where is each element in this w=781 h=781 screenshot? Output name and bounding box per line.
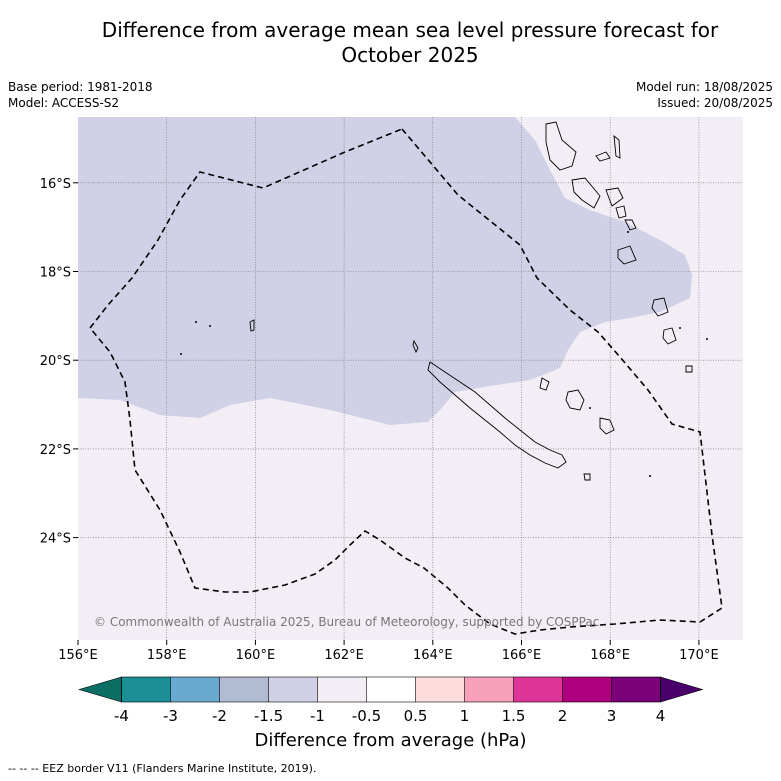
colorbar-segment — [464, 677, 514, 702]
model-run: Model run: 18/08/2025 — [635, 80, 773, 94]
lon-tick-label: 160°E — [236, 648, 276, 663]
colorbar-segment — [366, 677, 416, 702]
negative-anomaly-area — [78, 117, 692, 425]
vanuatu-ambae — [595, 151, 611, 162]
vanuatu-tanna — [662, 327, 677, 345]
small-islets — [180, 231, 708, 477]
graticule — [78, 117, 743, 640]
colorbar-tick-label: 1.5 — [502, 707, 526, 725]
colorbar-tick-label: -1 — [310, 707, 325, 725]
lat-tick-label: 20°S — [40, 354, 71, 369]
map-area: © Commonwealth of Australia 2025, Bureau… — [78, 117, 743, 640]
colorbar-tick-label: -4 — [114, 707, 129, 725]
vanuatu-erromango — [651, 297, 669, 317]
meta-right: Model run: 18/08/2025 Issued: 20/08/2025 — [636, 79, 773, 111]
meta-left: Base period: 1981-2018 Model: ACCESS-S2 — [8, 79, 153, 111]
lon-tick-label: 162°E — [324, 648, 364, 663]
colorbar-tick-label: -1.5 — [254, 707, 283, 725]
lat-tick-label: 24°S — [40, 532, 71, 547]
lat-tick-label: 16°S — [40, 177, 71, 192]
loyalty-island-mare — [599, 417, 615, 435]
colorbar-segment — [513, 677, 563, 702]
vanuatu-epi — [615, 205, 627, 219]
loyalty-island-ouvea — [539, 377, 550, 391]
colorbar-tick-label: 2 — [558, 707, 568, 725]
chart-title: Difference from average mean sea level p… — [0, 18, 781, 68]
lon-tick-label: 158°E — [147, 648, 187, 663]
colorbar-segment — [121, 677, 171, 702]
colorbar-tick-label: 3 — [607, 707, 617, 725]
lon-tick-label: 156°E — [58, 648, 98, 663]
latitude-ticks: 16°S 18°S 20°S 22°S 24°S — [40, 177, 78, 547]
colorbar-tick-label: 1 — [460, 707, 470, 725]
colorbar-title: Difference from average (hPa) — [254, 730, 527, 751]
colorbar-tick-label: -0.5 — [352, 707, 381, 725]
colorbar-extend-low — [77, 676, 122, 703]
colorbar-segment — [170, 677, 220, 702]
vanuatu-maewo — [613, 134, 621, 159]
title-line-1: Difference from average mean sea level p… — [101, 18, 719, 42]
lat-tick-label: 18°S — [40, 266, 71, 281]
vanuatu-malekula — [571, 177, 601, 209]
copyright-text: © Commonwealth of Australia 2025, Bureau… — [94, 615, 599, 629]
vanuatu-pentecost — [605, 187, 624, 207]
title-line-2: October 2025 — [341, 43, 479, 67]
vanuatu-aneityum — [685, 365, 693, 373]
model-name: Model: ACCESS-S2 — [8, 96, 120, 110]
vanuatu-shepherd — [624, 219, 637, 231]
coastlines — [249, 121, 693, 481]
lon-tick-label: 164°E — [413, 648, 453, 663]
colorbar-tick-label: -3 — [163, 707, 178, 725]
colorbar-extend-high — [660, 676, 704, 703]
colorbar-segment — [268, 677, 318, 702]
base-period: Base period: 1981-2018 — [8, 80, 153, 94]
chesterfield-islet — [249, 319, 255, 332]
colorbar: -4 -3 -2 -1.5 -1 -0.5 0.5 1 1.5 2 3 4 — [77, 676, 704, 725]
vanuatu-santo — [545, 121, 577, 171]
isle-of-pines — [583, 473, 591, 481]
lon-tick-label: 168°E — [590, 648, 630, 663]
colorbar-segment — [415, 677, 465, 702]
lat-tick-label: 22°S — [40, 443, 71, 458]
colorbar-segment — [611, 677, 661, 702]
footnote: -- -- -- EEZ border V11 (Flanders Marine… — [8, 762, 317, 775]
new-caledonia-island — [427, 361, 567, 469]
longitude-ticks: 156°E 158°E 160°E 162°E 164°E 166°E 168°E 170°E — [58, 640, 719, 663]
colorbar-tick-label: 0.5 — [404, 707, 428, 725]
colorbar-tick-label: 4 — [656, 707, 666, 725]
loyalty-island-lifou — [565, 389, 585, 411]
lon-tick-label: 166°E — [502, 648, 542, 663]
colorbar-tick-label: -2 — [212, 707, 227, 725]
colorbar-segment — [219, 677, 269, 702]
lon-tick-label: 170°E — [679, 648, 719, 663]
vanuatu-efate — [617, 245, 637, 265]
colorbar-segment — [562, 677, 612, 702]
belep-islets — [412, 339, 419, 354]
colorbar-segment — [317, 677, 367, 702]
issued-date: Issued: 20/08/2025 — [657, 96, 773, 110]
